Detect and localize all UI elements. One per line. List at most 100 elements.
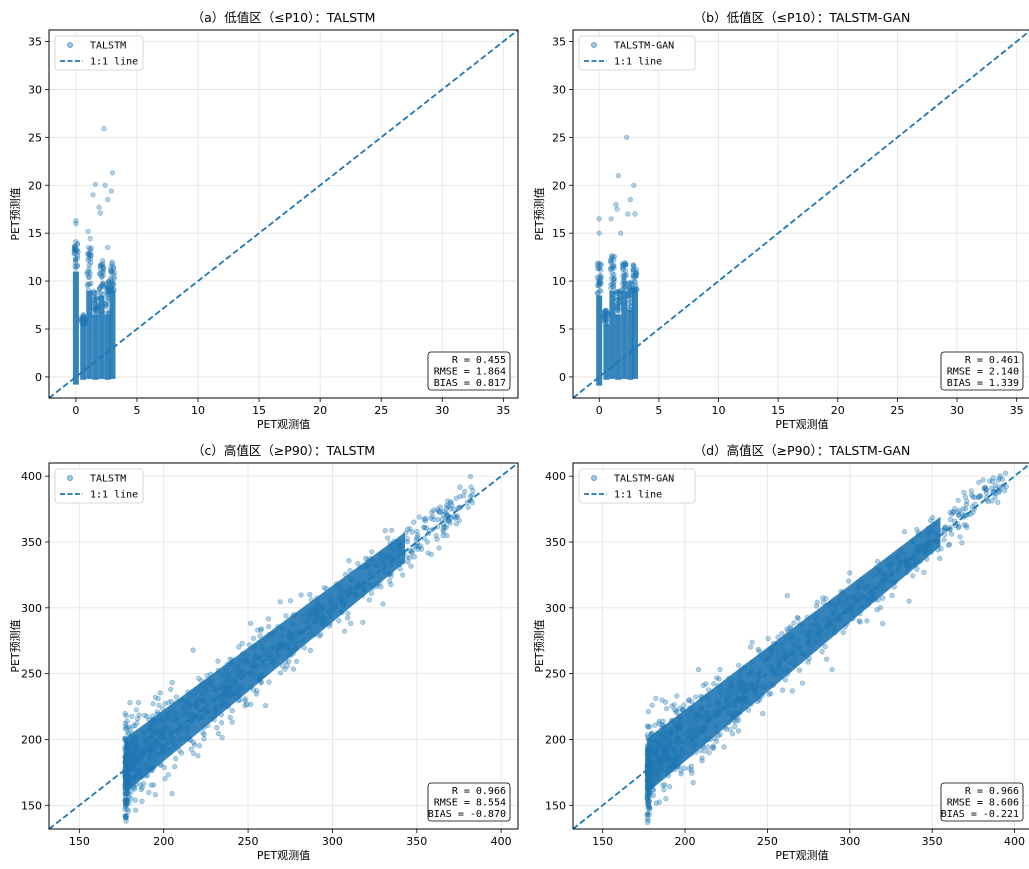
data-point: [136, 740, 142, 747]
data-point: [997, 475, 1003, 481]
data-point: [713, 728, 719, 734]
data-point: [172, 710, 178, 716]
data-point: [992, 482, 999, 488]
data-point: [123, 818, 129, 824]
data-point: [240, 651, 246, 657]
data-point: [796, 667, 803, 673]
data-point: [469, 499, 476, 506]
data-point: [453, 521, 460, 527]
x-tick-label: 35: [496, 404, 510, 417]
data-point: [180, 726, 187, 732]
data-point: [195, 697, 201, 704]
data-point: [824, 630, 830, 636]
data-point: [150, 713, 156, 719]
data-point: [672, 731, 679, 737]
dense-point-band: [86, 290, 93, 379]
data-point: [72, 247, 78, 253]
data-point: [717, 666, 723, 673]
y-tick-label: 300: [545, 602, 566, 615]
data-point: [149, 732, 156, 738]
data-point: [146, 753, 152, 759]
data-point: [327, 620, 333, 627]
data-point: [173, 755, 179, 762]
data-point: [188, 718, 194, 725]
data-point: [717, 689, 724, 695]
data-point: [804, 614, 810, 621]
data-point: [710, 744, 717, 751]
data-point: [871, 572, 877, 578]
data-point: [732, 703, 738, 710]
y-tick-label: 0: [35, 371, 42, 384]
data-point: [646, 761, 652, 767]
data-point: [160, 749, 166, 755]
data-point: [611, 277, 617, 283]
data-point: [823, 595, 829, 602]
data-point: [293, 645, 299, 651]
data-point: [363, 555, 369, 562]
data-point: [136, 767, 142, 774]
data-point: [213, 704, 219, 711]
data-point: [850, 616, 856, 622]
data-point: [174, 700, 180, 706]
data-point: [389, 527, 395, 533]
data-point: [415, 546, 421, 552]
data-point: [729, 713, 736, 719]
data-point: [928, 549, 935, 555]
one-to-one-line: [49, 30, 518, 398]
data-point: [346, 557, 352, 564]
data-point: [201, 682, 207, 688]
legend: TALSTM-GAN 1:1 line: [578, 35, 696, 71]
data-point: [670, 759, 677, 766]
data-point: [130, 730, 136, 737]
data-point: [150, 701, 156, 707]
data-point: [313, 613, 320, 619]
data-point: [132, 797, 138, 803]
data-point: [888, 563, 894, 569]
data-point: [292, 640, 298, 646]
data-point: [833, 606, 840, 612]
data-point: [266, 624, 272, 630]
data-point: [169, 706, 175, 712]
data-point: [702, 748, 708, 754]
data-point: [470, 487, 476, 494]
data-point: [166, 699, 172, 705]
data-point: [766, 655, 772, 662]
stats-box-frame: [940, 351, 1024, 391]
data-point: [779, 631, 785, 637]
data-point: [782, 677, 788, 683]
data-point: [283, 613, 289, 619]
data-point: [814, 599, 820, 605]
data-point: [179, 704, 185, 710]
y-axis-label: PET预测值: [533, 187, 546, 240]
data-point: [865, 602, 871, 608]
data-point: [992, 494, 998, 501]
data-point: [223, 677, 229, 683]
data-point: [164, 724, 171, 731]
data-point: [133, 707, 139, 713]
data-point: [225, 703, 231, 710]
data-point: [288, 621, 295, 627]
data-point: [152, 694, 158, 700]
data-point: [347, 567, 353, 574]
data-point: [100, 283, 106, 289]
data-point: [757, 668, 764, 674]
data-point: [382, 528, 388, 534]
data-point: [85, 228, 91, 234]
data-point: [212, 709, 218, 715]
data-point: [702, 737, 708, 743]
data-point: [109, 279, 115, 285]
data-point: [250, 656, 256, 662]
data-point: [124, 738, 130, 745]
data-point: [168, 698, 174, 705]
data-point: [676, 713, 682, 719]
data-point: [880, 620, 886, 627]
data-point: [122, 786, 129, 792]
dense-point-band: [98, 295, 105, 379]
data-point: [645, 757, 652, 763]
x-axis-label: PET观测值: [257, 418, 310, 431]
data-point: [138, 774, 144, 780]
scatter-points: [122, 473, 476, 824]
data-point: [889, 592, 895, 599]
data-point: [661, 724, 668, 730]
data-point: [173, 694, 179, 700]
